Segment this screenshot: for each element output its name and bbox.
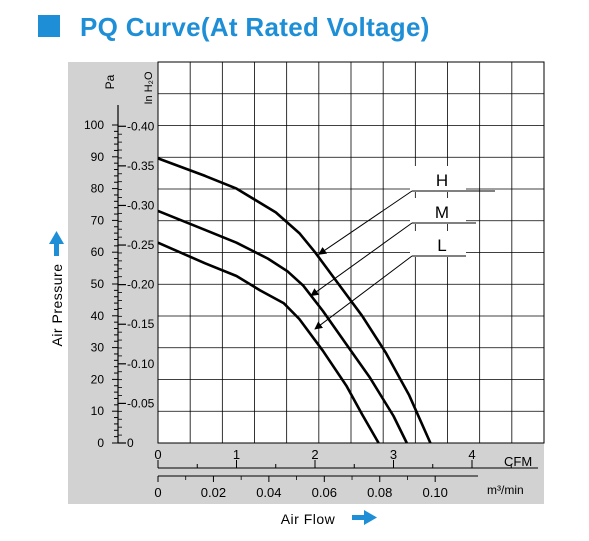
legend-arrow-m	[310, 222, 413, 297]
x-tick-label: 0	[154, 447, 161, 462]
x-tick-label: 4	[468, 447, 475, 462]
y-tick-label: 60	[91, 245, 105, 259]
series-line-m	[157, 209, 408, 444]
x-secondary-tick-label: 0.06	[312, 485, 337, 500]
x-axis-title: Air Flow	[281, 511, 336, 527]
x-axis-arrow-icon	[352, 510, 377, 525]
legend-arrow-h	[318, 190, 413, 255]
y-tick-label: 100	[84, 118, 104, 132]
y-secondary-tick-label: -0.35	[127, 159, 155, 173]
y-axis-arrow-icon	[49, 231, 64, 256]
title-accent-square	[38, 15, 60, 37]
x-secondary-tick-label: 0	[154, 485, 161, 500]
x-secondary-tick-label: 0.10	[423, 485, 448, 500]
legend-label-m: M	[435, 203, 449, 222]
y-secondary-tick-label: -0.20	[127, 278, 155, 292]
y-unit-secondary: In H₂O	[143, 71, 155, 104]
legend-label-h: H	[436, 171, 448, 190]
x-unit-secondary: m³/min	[487, 483, 524, 497]
y-secondary-tick-label: -0.05	[127, 396, 155, 410]
y-tick-label: 40	[91, 309, 105, 323]
y-tick-label: 70	[91, 213, 105, 227]
y-tick-label: 20	[91, 372, 105, 386]
plot-border	[157, 61, 545, 444]
axes	[112, 61, 545, 482]
legend-box-l	[410, 231, 466, 257]
y-secondary-tick-label: -0.15	[127, 317, 155, 331]
y-tick-label: 30	[91, 341, 105, 355]
y-secondary-tick-label: -0.30	[127, 198, 155, 212]
series-line-l	[157, 241, 380, 444]
y-tick-label: 50	[91, 277, 105, 291]
series-group	[157, 157, 432, 444]
page-title: PQ Curve(At Rated Voltage)	[80, 12, 430, 42]
legend-box-h	[410, 166, 466, 192]
x-secondary-tick-label: 0.04	[256, 485, 281, 500]
x-unit-primary: CFM	[504, 454, 532, 469]
y-tick-label: 80	[91, 182, 105, 196]
legend-box-m	[410, 198, 466, 224]
grid	[158, 61, 545, 443]
x-tick-label: 1	[233, 447, 240, 462]
y-tick-label: 10	[91, 404, 105, 418]
tick-labels: 01020304050607080901000-0.05-0.10-0.15-0…	[84, 118, 476, 500]
x-secondary-tick-label: 0.02	[201, 485, 226, 500]
x-tick-label: 3	[390, 447, 397, 462]
legend-arrow-l	[314, 255, 413, 330]
x-tick-label: 2	[311, 447, 318, 462]
y-secondary-tick-label: -0.25	[127, 238, 155, 252]
legend: HML	[310, 166, 495, 330]
series-line-h	[157, 157, 432, 444]
y-unit-primary: Pa	[103, 74, 117, 89]
x-secondary-tick-label: 0.08	[367, 485, 392, 500]
y-secondary-tick-label: 0	[127, 436, 134, 450]
y-tick-label: 90	[91, 150, 105, 164]
y-axis-title: Air Pressure	[49, 263, 65, 346]
y-secondary-tick-label: -0.40	[127, 119, 155, 133]
y-secondary-tick-label: -0.10	[127, 357, 155, 371]
legend-label-l: L	[437, 236, 446, 255]
y-tick-label: 0	[97, 436, 104, 450]
